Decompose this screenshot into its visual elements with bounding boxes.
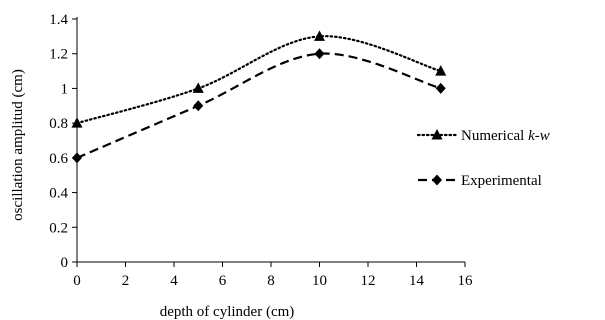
y-axis-title: oscillation amplitud (cm) — [10, 69, 26, 221]
legend-label-experimental: Experimental — [461, 173, 542, 189]
y-tick-label: 1 — [61, 81, 69, 97]
y-tick-label: 0 — [61, 255, 69, 271]
x-tick-label: 10 — [312, 273, 327, 289]
y-tick-label: 0.6 — [49, 151, 68, 167]
x-tick-label: 4 — [170, 273, 178, 289]
x-axis-title: depth of cylinder (cm) — [160, 304, 295, 320]
series-line-experimental — [76, 52, 442, 159]
legend-label-numerical-text: Numerical — [461, 128, 528, 144]
tick-labels: 0 0.2 0.4 0.6 0.8 1 1.2 1.4 0 2 4 6 8 10 12 14 16 — [49, 12, 473, 289]
data-point-diamond — [193, 100, 204, 112]
data-point-triangle — [435, 65, 447, 76]
x-tick-label: 14 — [409, 273, 425, 289]
data-point-triangle — [192, 82, 204, 93]
series-layer — [71, 30, 447, 164]
legend-item-experimental: Experimental — [418, 173, 542, 189]
x-tick-label: 6 — [219, 273, 227, 289]
x-tick-label: 0 — [73, 273, 81, 289]
legend-item-numerical: Numerical k-w — [416, 128, 550, 144]
y-tick-label: 0.2 — [49, 220, 68, 236]
series-1 — [72, 48, 446, 164]
x-tick-label: 2 — [122, 273, 130, 289]
legend: Numerical k-w Experimental — [416, 128, 550, 189]
legend-label-numerical: Numerical k-w — [461, 128, 550, 144]
legend-marker-diamond — [432, 174, 442, 186]
series-line-numerical — [75, 35, 442, 125]
x-tick-label: 16 — [458, 273, 474, 289]
data-point-diamond — [435, 82, 446, 94]
data-point-diamond — [314, 48, 325, 60]
data-point-diamond — [72, 152, 82, 164]
legend-marker-triangle — [431, 129, 443, 140]
data-point-triangle — [314, 30, 325, 41]
x-tick-label: 8 — [267, 273, 275, 289]
y-tick-label: 1.4 — [49, 12, 68, 28]
series-0 — [71, 30, 447, 128]
y-tick-label: 0.8 — [49, 116, 68, 132]
data-point-triangle — [71, 117, 83, 128]
legend-label-numerical-italic: k-w — [528, 128, 550, 144]
y-tick-label: 0.4 — [49, 186, 68, 202]
y-tick-label: 1.2 — [49, 47, 68, 63]
x-tick-label: 12 — [361, 273, 376, 289]
axes — [72, 17, 466, 267]
